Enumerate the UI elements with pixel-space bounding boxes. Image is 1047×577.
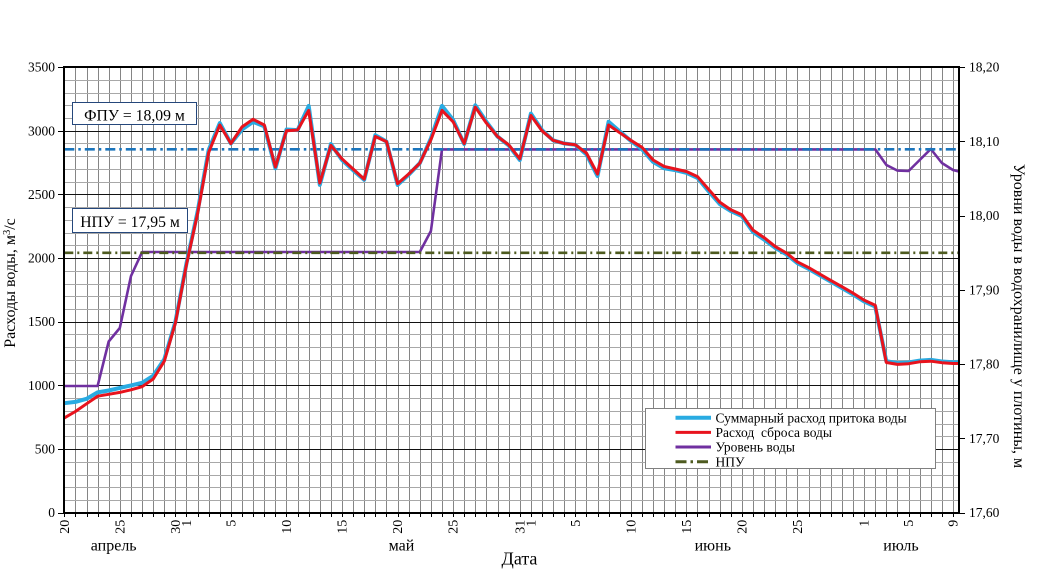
svg-text:НПУ: НПУ <box>716 454 745 469</box>
svg-text:июль: июль <box>883 538 918 555</box>
svg-text:2000: 2000 <box>28 251 55 266</box>
svg-text:10: 10 <box>624 520 639 534</box>
svg-text:31: 31 <box>513 520 528 534</box>
svg-text:500: 500 <box>35 442 56 457</box>
svg-text:0: 0 <box>48 505 55 520</box>
svg-text:Уровень воды: Уровень воды <box>716 440 796 455</box>
svg-text:25: 25 <box>113 520 128 534</box>
svg-text:Суммарный расход притока воды: Суммарный расход притока воды <box>716 410 907 425</box>
svg-text:1500: 1500 <box>28 314 55 329</box>
svg-text:5: 5 <box>224 520 239 527</box>
svg-text:15: 15 <box>336 520 351 534</box>
svg-text:20: 20 <box>735 520 750 534</box>
svg-text:апрель: апрель <box>91 538 137 555</box>
svg-text:НПУ = 17,95 м: НПУ = 17,95 м <box>80 214 180 231</box>
svg-text:май: май <box>389 538 415 555</box>
svg-text:25: 25 <box>791 520 806 534</box>
svg-text:ФПУ = 18,09 м: ФПУ = 18,09 м <box>84 107 185 124</box>
svg-text:1: 1 <box>180 520 195 527</box>
svg-text:17,90: 17,90 <box>969 282 1000 297</box>
svg-text:3000: 3000 <box>28 123 55 138</box>
svg-text:Дата: Дата <box>502 549 538 569</box>
svg-text:3500: 3500 <box>28 60 55 75</box>
svg-text:10: 10 <box>280 520 295 534</box>
svg-text:15: 15 <box>680 520 695 534</box>
svg-text:Расход сброса воды: Расход сброса воды <box>716 425 833 440</box>
svg-text:25: 25 <box>447 520 462 534</box>
svg-text:20: 20 <box>391 520 406 534</box>
svg-text:Расходы воды, м3/с: Расходы воды, м3/с <box>2 218 19 348</box>
svg-text:18,20: 18,20 <box>969 60 1000 75</box>
svg-text:2500: 2500 <box>28 187 55 202</box>
svg-text:30: 30 <box>169 520 184 534</box>
svg-text:20: 20 <box>58 520 73 534</box>
svg-text:18,00: 18,00 <box>969 208 1000 223</box>
svg-text:1: 1 <box>524 520 539 527</box>
svg-text:1: 1 <box>858 520 873 527</box>
svg-text:17,70: 17,70 <box>969 431 1000 446</box>
svg-text:июнь: июнь <box>695 538 731 555</box>
svg-text:5: 5 <box>902 520 917 527</box>
svg-text:9: 9 <box>947 520 962 527</box>
svg-text:5: 5 <box>569 520 584 527</box>
svg-text:1000: 1000 <box>28 378 55 393</box>
svg-text:Уровни воды в водохранилище у: Уровни воды в водохранилище у плотины, м <box>1010 164 1027 468</box>
svg-text:17,60: 17,60 <box>969 505 1000 520</box>
svg-text:18,10: 18,10 <box>969 134 1000 149</box>
svg-text:17,80: 17,80 <box>969 357 1000 372</box>
